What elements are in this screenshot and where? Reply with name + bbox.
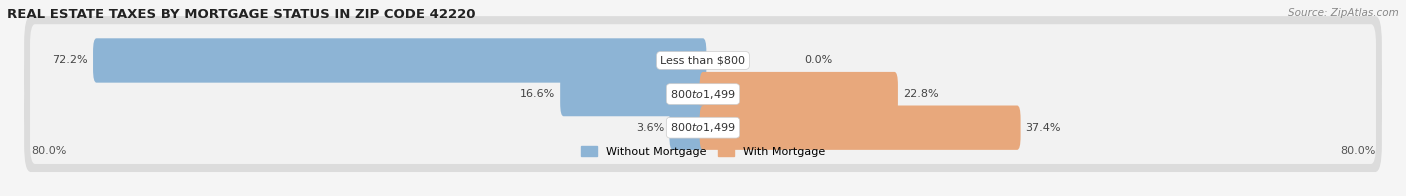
Text: 16.6%: 16.6% xyxy=(520,89,555,99)
Text: 80.0%: 80.0% xyxy=(1340,145,1375,156)
Text: 22.8%: 22.8% xyxy=(903,89,939,99)
Text: 72.2%: 72.2% xyxy=(52,55,89,65)
FancyBboxPatch shape xyxy=(24,50,1382,138)
FancyBboxPatch shape xyxy=(669,105,706,150)
Legend: Without Mortgage, With Mortgage: Without Mortgage, With Mortgage xyxy=(581,146,825,157)
FancyBboxPatch shape xyxy=(30,24,1376,97)
FancyBboxPatch shape xyxy=(24,16,1382,105)
FancyBboxPatch shape xyxy=(700,72,898,116)
Text: REAL ESTATE TAXES BY MORTGAGE STATUS IN ZIP CODE 42220: REAL ESTATE TAXES BY MORTGAGE STATUS IN … xyxy=(7,8,475,21)
FancyBboxPatch shape xyxy=(30,58,1376,130)
Text: 3.6%: 3.6% xyxy=(636,123,665,133)
Text: $800 to $1,499: $800 to $1,499 xyxy=(671,88,735,101)
FancyBboxPatch shape xyxy=(30,91,1376,164)
Text: Source: ZipAtlas.com: Source: ZipAtlas.com xyxy=(1288,8,1399,18)
FancyBboxPatch shape xyxy=(93,38,706,83)
Text: 37.4%: 37.4% xyxy=(1025,123,1062,133)
Text: 0.0%: 0.0% xyxy=(804,55,832,65)
Text: Less than $800: Less than $800 xyxy=(661,55,745,65)
Text: $800 to $1,499: $800 to $1,499 xyxy=(671,121,735,134)
FancyBboxPatch shape xyxy=(24,83,1382,172)
FancyBboxPatch shape xyxy=(560,72,706,116)
FancyBboxPatch shape xyxy=(700,105,1021,150)
Text: 80.0%: 80.0% xyxy=(31,145,66,156)
